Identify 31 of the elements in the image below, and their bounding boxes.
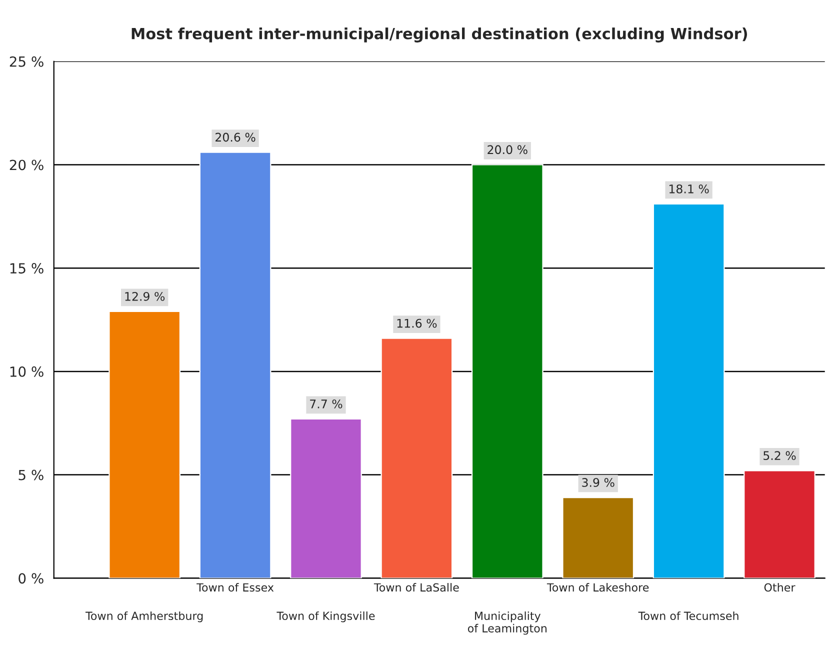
x-tick-label: Town of Essex xyxy=(196,583,274,592)
bar xyxy=(562,496,634,578)
bar xyxy=(108,310,181,578)
y-tick-label: 25 % xyxy=(10,56,44,67)
y-tick-label: 5 % xyxy=(18,470,44,480)
bar xyxy=(199,152,272,578)
bar xyxy=(471,164,544,578)
x-tick-label: Town of Kingsville xyxy=(276,611,375,622)
y-tick-label: 20 % xyxy=(10,160,44,170)
y-tick-label: 0 % xyxy=(18,573,44,584)
x-tick-label: Other xyxy=(764,583,796,592)
data-label: 11.6 % xyxy=(397,318,437,328)
data-label: 18.1 % xyxy=(669,184,709,194)
data-label: 3.9 % xyxy=(582,478,614,487)
data-label: 20.0 % xyxy=(488,145,528,154)
x-tick-label: Town of Amherstburg xyxy=(85,611,203,622)
x-tick-label: Town of Lakeshore xyxy=(546,583,649,592)
bar xyxy=(290,418,362,578)
chart-title: Most frequent inter-municipal/regional destination (excluding Windsor) xyxy=(132,28,747,42)
bar xyxy=(652,203,725,578)
data-label: 7.7 % xyxy=(310,399,342,408)
y-tick-label: 10 % xyxy=(10,366,44,377)
x-tick-label: Town of LaSalle xyxy=(374,583,459,592)
x-tick-label: Municipality of Leamington xyxy=(468,611,546,635)
data-label: 20.6 % xyxy=(216,132,256,142)
x-tick-label: Town of Tecumseh xyxy=(638,611,738,620)
data-label: 12.9 % xyxy=(125,292,165,301)
bar xyxy=(744,470,816,578)
data-label: 5.2 % xyxy=(764,451,796,460)
bar xyxy=(380,338,453,578)
y-tick-label: 15 % xyxy=(10,263,44,274)
